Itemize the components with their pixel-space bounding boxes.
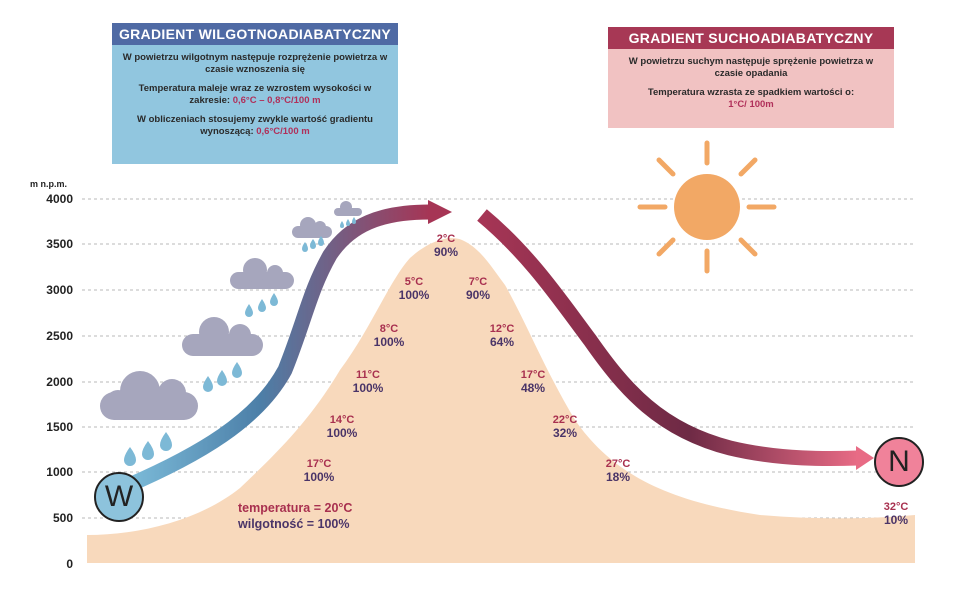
humidity-value: 100% — [373, 335, 405, 349]
wet-box-line1: W powietrzu wilgotnym następuje rozpręże… — [122, 52, 388, 75]
rising-arrow-head — [428, 200, 452, 224]
summit-label: 2°C 90% — [416, 233, 476, 259]
leeward-label: 7°C 90% — [448, 276, 508, 302]
cloud-icon-medium — [182, 317, 263, 356]
descending-air-arrow — [477, 209, 859, 467]
axis-tick: 0 — [66, 557, 73, 571]
windward-label: 5°C 100% — [384, 276, 444, 302]
temperature-value: 32°C — [883, 501, 909, 513]
leeward-label: 12°C 64% — [472, 323, 532, 349]
humidity-value: 10% — [883, 513, 909, 527]
leeward-label: 22°C 32% — [535, 414, 595, 440]
humidity-value: 32% — [552, 426, 578, 440]
raindrop-icons — [124, 217, 356, 466]
wet-box-line3-text: W obliczeniach stosujemy zwykle wartość … — [137, 114, 373, 137]
wet-box-title: GRADIENT WILGOTNOADIABATYCZNY — [112, 23, 398, 45]
temperature-value: 17°C — [520, 369, 546, 381]
windward-label: 17°C 100% — [289, 458, 349, 484]
cloud-icon-mini — [334, 201, 362, 216]
dry-box-line2-text: Temperatura wzrasta ze spadkiem wartości… — [647, 87, 855, 98]
temperature-value: 14°C — [329, 414, 355, 426]
cloud-icon-small — [230, 258, 294, 289]
axis-tick: 1000 — [46, 465, 73, 479]
dry-box-line2: Temperatura wzrasta ze spadkiem wartości… — [616, 87, 886, 111]
rising-air-arrow — [117, 204, 431, 496]
axis-tick: 2000 — [46, 375, 73, 389]
axis-tick: 500 — [52, 511, 73, 525]
wet-box-line3: W obliczeniach stosujemy zwykle wartość … — [120, 114, 390, 138]
temperature-value: 22°C — [552, 414, 578, 426]
dry-box-line1: W powietrzu suchym następuje sprężenie p… — [628, 56, 874, 79]
north-marker: N — [874, 437, 924, 487]
windward-label: 14°C 100% — [312, 414, 372, 440]
dry-box-title: GRADIENT SUCHOADIABATYCZNY — [608, 27, 894, 49]
leeward-label: 32°C 10% — [866, 501, 926, 527]
temperature-value: 7°C — [468, 276, 488, 288]
leeward-label: 27°C 18% — [588, 458, 648, 484]
humidity-value: 64% — [489, 335, 515, 349]
humidity-value: 90% — [465, 288, 491, 302]
dry-adiabatic-info-box: GRADIENT SUCHOADIABATYCZNY W powietrzu s… — [608, 27, 894, 128]
humidity-value: 100% — [303, 470, 335, 484]
wet-box-line2-value: 0,6°C – 0,8°C/100 m — [232, 95, 321, 106]
wet-box-line2: Temperatura maleje wraz ze wzrostem wyso… — [120, 83, 390, 107]
wet-box-line2-text: Temperatura maleje wraz ze wzrostem wyso… — [138, 83, 372, 106]
temperature-value: 27°C — [605, 458, 631, 470]
temperature-value: 5°C — [404, 276, 424, 288]
descending-arrow-head — [856, 446, 874, 470]
windward-label: 8°C 100% — [359, 323, 419, 349]
axis-tick: 3500 — [46, 237, 73, 251]
temperature-value: 11°C — [356, 369, 380, 381]
sun-icon — [637, 140, 777, 274]
axis-unit-label: m n.p.m. — [30, 179, 68, 189]
axis-tick: 1500 — [46, 420, 73, 434]
windward-label: 11°C 100% — [338, 369, 398, 395]
axis-tick: 3000 — [46, 283, 73, 297]
west-marker: W — [94, 472, 144, 522]
base-temperature: temperatura = 20°C — [238, 501, 353, 515]
cloud-icon-tiny — [292, 217, 332, 238]
axis-tick: 4000 — [46, 192, 73, 206]
humidity-value: 18% — [605, 470, 631, 484]
cloud-icon-large — [100, 371, 198, 420]
temperature-value: 17°C — [306, 458, 332, 470]
wet-box-line3-value: 0,6°C/100 m — [256, 126, 310, 137]
base-condition-label: temperatura = 20°C wilgotność = 100% — [238, 500, 352, 532]
leeward-label: 17°C 48% — [503, 369, 563, 395]
temperature-value: 12°C — [489, 323, 515, 335]
humidity-value: 48% — [520, 381, 546, 395]
dry-box-line2-value: 1°C/ 100m — [728, 99, 774, 110]
axis-tick: 2500 — [46, 329, 73, 343]
temperature-value: 8°C — [379, 323, 399, 335]
humidity-value: 100% — [352, 381, 384, 395]
mountain-shape — [87, 238, 915, 563]
humidity-value: 90% — [433, 245, 459, 259]
wet-adiabatic-info-box: GRADIENT WILGOTNOADIABATYCZNY W powietrz… — [112, 23, 398, 164]
temperature-value: 2°C — [436, 233, 456, 245]
humidity-value: 100% — [398, 288, 430, 302]
humidity-value: 100% — [326, 426, 358, 440]
base-humidity: wilgotność = 100% — [238, 517, 350, 531]
